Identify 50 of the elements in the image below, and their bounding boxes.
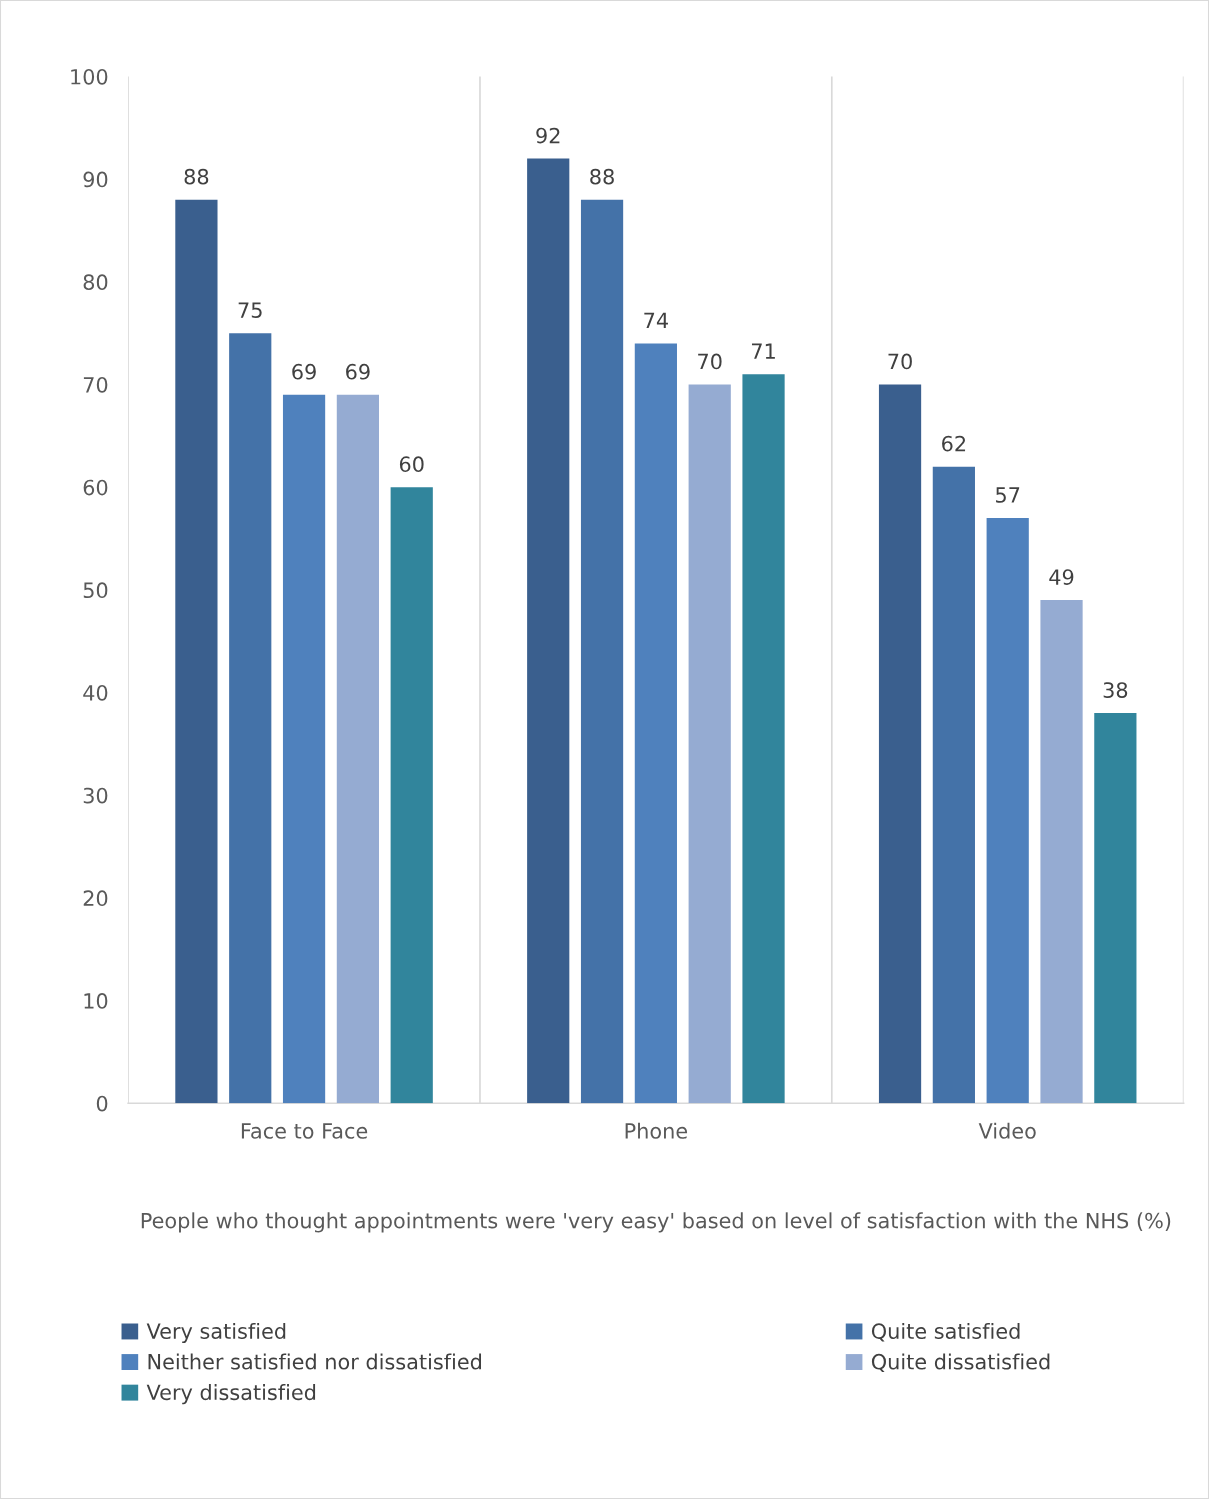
data-label: 92 xyxy=(536,127,560,144)
bar xyxy=(742,374,785,1104)
bar xyxy=(1094,713,1137,1104)
y-tick-label: 50 xyxy=(83,582,108,599)
y-tick-label: 30 xyxy=(83,787,108,804)
bar xyxy=(527,158,570,1104)
legend-label: Very satisfied xyxy=(146,1322,286,1344)
bar xyxy=(688,384,731,1104)
bar xyxy=(932,466,975,1104)
x-tick-label: Video xyxy=(978,1122,1036,1139)
legend-label: Quite satisfied xyxy=(871,1322,1020,1342)
data-label: 69 xyxy=(346,363,370,380)
y-tick-label: 60 xyxy=(83,479,108,496)
data-label: 69 xyxy=(292,363,316,380)
y-tick-label: 0 xyxy=(96,1095,108,1112)
y-tick-label: 100 xyxy=(71,68,108,85)
data-label: 75 xyxy=(238,302,262,319)
data-label: 57 xyxy=(996,487,1020,503)
y-tick-label: 40 xyxy=(83,684,108,701)
y-tick-label: 20 xyxy=(83,890,108,907)
x-tick-label: Face to Face xyxy=(241,1123,368,1139)
y-tick-label: 80 xyxy=(83,274,108,291)
bar xyxy=(580,199,624,1104)
bar xyxy=(282,394,326,1104)
data-label: 70 xyxy=(888,353,912,370)
bar xyxy=(175,199,218,1104)
bar xyxy=(390,487,433,1104)
x-axis-title: People who thought appointments were 'very easy' based on level of satisfaction with the NHS (%) xyxy=(141,1212,1171,1233)
data-label: 88 xyxy=(184,168,209,185)
bar xyxy=(634,343,677,1104)
bar xyxy=(878,384,922,1104)
bar xyxy=(1040,600,1083,1104)
data-label: 74 xyxy=(644,312,668,328)
data-label: 38 xyxy=(1103,682,1128,698)
y-tick-label: 90 xyxy=(83,171,108,188)
legend-label: Very dissatisfied xyxy=(146,1384,316,1405)
data-label: 60 xyxy=(399,456,424,473)
bar xyxy=(336,394,379,1104)
y-tick-label: 70 xyxy=(83,376,108,393)
y-tick-label: 10 xyxy=(84,993,108,1009)
data-label: 88 xyxy=(590,168,614,185)
data-label: 70 xyxy=(698,353,722,370)
data-label: 49 xyxy=(1049,569,1074,585)
legend-label: Neither satisfied nor dissatisfied xyxy=(148,1353,482,1370)
bar xyxy=(986,517,1029,1104)
data-label: 71 xyxy=(751,343,775,359)
data-label: 62 xyxy=(942,435,966,452)
legend-label: Quite dissatisfied xyxy=(871,1353,1050,1372)
x-tick-label: Phone xyxy=(625,1122,688,1139)
bar xyxy=(229,333,272,1104)
